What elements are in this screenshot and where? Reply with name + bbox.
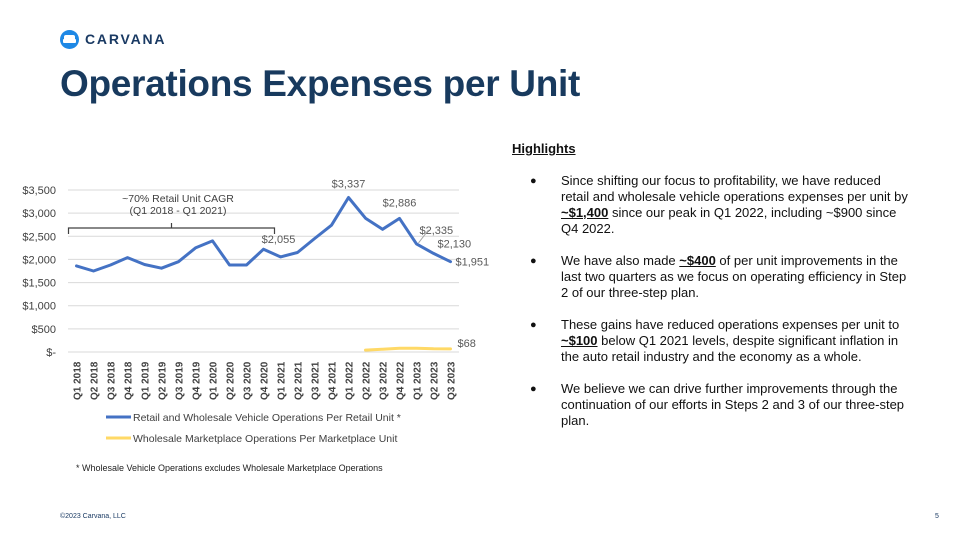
data-label: $2,335	[420, 225, 454, 237]
cagr-bracket	[67, 223, 276, 234]
bullet-dot-icon: ●	[530, 383, 537, 395]
x-tick-label: Q3 2022	[379, 361, 390, 400]
highlight-bullet: ● We have also made ~$400 of per unit imp…	[512, 253, 912, 301]
bullet-dot-icon: ●	[530, 255, 537, 267]
data-label: $2,886	[383, 197, 417, 209]
bullet-dot-icon: ●	[530, 175, 537, 187]
x-tick-label: Q4 2018	[124, 361, 135, 400]
retail-wholesale-series-line	[75, 196, 452, 273]
bullet-emphasis: ~$100	[561, 333, 598, 348]
x-tick-label: Q4 2019	[192, 361, 203, 400]
x-tick-label: Q4 2022	[396, 361, 407, 400]
page-title: Operations Expenses per Unit	[60, 63, 581, 104]
x-tick-label: Q2 2021	[294, 361, 305, 400]
x-tick-label: Q2 2020	[226, 361, 237, 400]
bullet-text: We have also made	[561, 253, 680, 268]
x-tick-label: Q1 2019	[141, 361, 152, 400]
bullet-text: below Q1 2021 levels, despite significan…	[561, 333, 899, 364]
x-tick-label: Q2 2018	[90, 361, 101, 400]
data-label: $2,130	[438, 238, 472, 250]
y-tick-label: $1,500	[22, 278, 56, 290]
legend-label: Retail and Wholesale Vehicle Operations …	[133, 412, 401, 424]
bullet-text: Since shifting our focus to profitabilit…	[561, 173, 908, 204]
highlights-list: ● Since shifting our focus to profitabili…	[512, 173, 912, 445]
chart-footnote: * Wholesale Vehicle Operations excludes …	[76, 463, 383, 473]
logo-text: CARVANA	[85, 31, 167, 47]
x-tick-label: Q1 2021	[277, 361, 288, 400]
highlight-bullet: ● We believe we can drive further improve…	[512, 381, 912, 429]
highlight-bullet: ● Since shifting our focus to profitabili…	[512, 173, 912, 237]
y-tick-label: $3,500	[22, 185, 56, 197]
y-tick-label: $3,000	[22, 208, 56, 220]
bullet-text: We believe we can drive further improvem…	[561, 381, 905, 428]
bullet-emphasis: ~$1,400	[561, 205, 609, 220]
cagr-annotation: (Q1 2018 - Q1 2021)	[130, 205, 227, 217]
legend-label: Wholesale Marketplace Operations Per Mar…	[133, 433, 397, 445]
x-tick-label: Q1 2023	[413, 361, 424, 400]
operations-expense-chart: $- $500 $1,000 $1,500 $2,000 $2,500 $3,000 $3,5…	[22, 179, 490, 445]
bullet-dot-icon: ●	[530, 319, 537, 331]
highlights-heading: Highlights	[512, 141, 576, 156]
data-label-leader	[418, 229, 429, 244]
y-tick-label: $500	[32, 324, 56, 336]
y-tick-label: $2,000	[22, 254, 56, 266]
x-tick-label: Q2 2022	[362, 361, 373, 400]
marketplace-series-line	[364, 346, 452, 352]
x-tick-label: Q3 2018	[107, 361, 118, 400]
bullet-text: since our peak in Q1 2022, including ~$9…	[561, 205, 897, 236]
bullet-text: These gains have reduced operations expe…	[561, 317, 900, 332]
x-tick-label: Q1 2018	[73, 361, 84, 400]
x-tick-label: Q2 2019	[158, 361, 169, 400]
data-label: $68	[458, 338, 476, 350]
y-tick-label: $-	[46, 347, 56, 359]
x-tick-label: Q4 2020	[260, 361, 271, 400]
bullet-emphasis: ~$400	[679, 253, 716, 268]
x-tick-label: Q3 2023	[447, 361, 458, 400]
carvana-logo: CARVANA	[60, 29, 166, 49]
x-tick-label: Q2 2023	[430, 361, 441, 400]
data-label: $3,337	[332, 179, 366, 191]
cagr-annotation: ~70% Retail Unit CAGR	[122, 193, 234, 205]
page-number: 5	[935, 513, 939, 520]
x-tick-label: Q3 2021	[311, 361, 322, 400]
bullet-text: of per unit improvements in the last two…	[561, 253, 907, 300]
x-tick-label: Q4 2021	[328, 361, 339, 400]
car-icon	[60, 29, 79, 49]
x-tick-label: Q1 2022	[345, 361, 356, 400]
x-tick-label: Q3 2020	[243, 361, 254, 400]
y-tick-label: $2,500	[22, 231, 56, 243]
y-tick-label: $1,000	[22, 301, 56, 313]
highlight-bullet: ● These gains have reduced operations exp…	[512, 317, 912, 365]
data-label: $1,951	[456, 257, 490, 269]
copyright: ©2023 Carvana, LLC	[60, 513, 126, 520]
x-tick-label: Q1 2020	[209, 361, 220, 400]
data-label: $2,055	[262, 234, 296, 246]
x-tick-label: Q3 2019	[175, 361, 186, 400]
